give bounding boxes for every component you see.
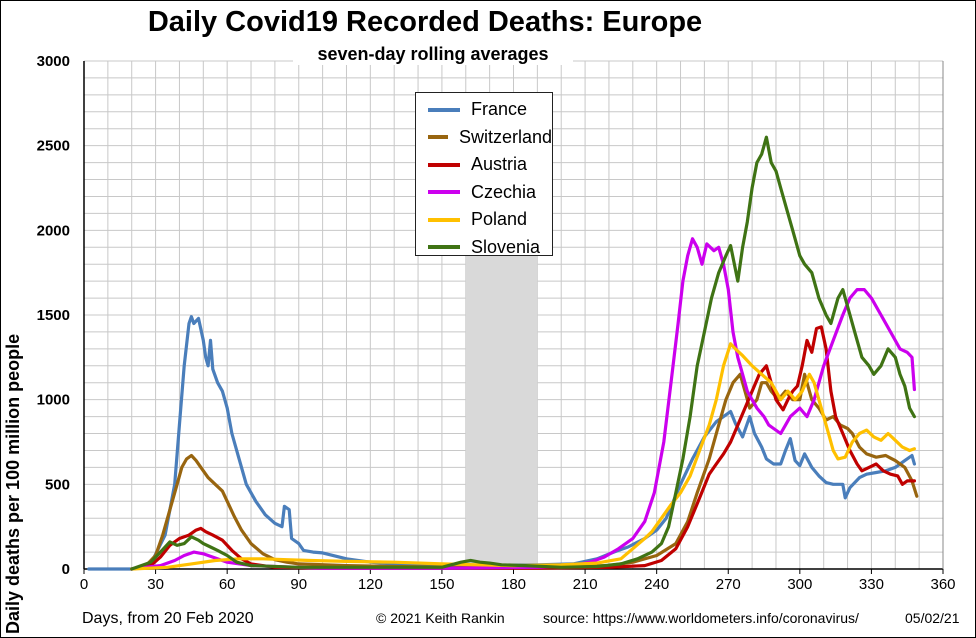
y-tick-label: 500 <box>45 476 70 493</box>
copyright-text: © 2021 Keith Rankin <box>376 610 505 626</box>
source-text: source: https://www.worldometers.info/co… <box>543 610 859 626</box>
x-tick-label: 120 <box>358 576 383 593</box>
legend-item: Slovenia <box>428 234 552 262</box>
tick-labels: 0 30 60 90 120 150 180 210 240 270 300 330 360 0 500 10… <box>37 53 956 593</box>
x-tick-label: 90 <box>290 576 307 593</box>
annotation-band <box>465 230 538 570</box>
legend-item: Czechia <box>428 179 552 207</box>
y-axis-label: Daily deaths per 100 million people <box>3 333 23 634</box>
legend-label: Slovenia <box>471 236 541 257</box>
chart-title: Daily Covid19 Recorded Deaths: Europe <box>147 6 703 38</box>
x-tick-label: 240 <box>644 576 669 593</box>
x-tick-label: 60 <box>219 576 236 593</box>
legend-label: Austria <box>471 154 528 175</box>
legend-swatch <box>428 135 448 140</box>
legend-item: Switzerland <box>428 124 552 152</box>
legend-swatch <box>428 190 460 195</box>
x-tick-label: 0 <box>80 576 88 593</box>
legend-item: Poland <box>428 206 552 234</box>
date-text: 05/02/21 <box>905 610 960 626</box>
legend-item: France <box>428 96 552 124</box>
legend-label: France <box>471 99 528 120</box>
x-tick-label: 180 <box>501 576 526 593</box>
y-tick-label: 1000 <box>37 392 70 409</box>
legend-swatch <box>428 162 460 167</box>
x-tick-label: 330 <box>859 576 884 593</box>
series-line-poland <box>130 342 916 571</box>
legend-label: Switzerland <box>458 126 552 147</box>
y-tick-label: 0 <box>62 561 70 578</box>
x-tick-label: 270 <box>716 576 741 593</box>
legend-label: Czechia <box>471 181 537 202</box>
series-lines <box>87 135 919 571</box>
y-tick-label: 1500 <box>37 307 70 324</box>
legend: France Switzerland Austria Czechia Polan… <box>415 92 553 257</box>
legend-swatch <box>428 245 460 250</box>
y-tick-label: 2000 <box>37 222 70 239</box>
y-tick-label: 2500 <box>37 138 70 155</box>
series-line-slovenia <box>130 135 916 571</box>
legend-swatch <box>428 107 460 112</box>
x-axis-caption: Days, from 20 Feb 2020 <box>82 610 254 627</box>
chart-subtitle: seven-day rolling averages <box>293 44 573 65</box>
series-line-france <box>87 315 916 571</box>
x-tick-label: 300 <box>787 576 812 593</box>
x-tick-label: 150 <box>429 576 454 593</box>
series-line-austria <box>130 325 916 571</box>
y-tick-label: 3000 <box>37 53 70 70</box>
legend-swatch <box>428 217 460 222</box>
annotation-bands: August <box>465 230 538 570</box>
legend-label: Poland <box>471 209 528 230</box>
x-tick-label: 360 <box>930 576 955 593</box>
legend-item: Austria <box>428 151 552 179</box>
x-tick-label: 30 <box>147 576 164 593</box>
x-tick-label: 210 <box>573 576 598 593</box>
